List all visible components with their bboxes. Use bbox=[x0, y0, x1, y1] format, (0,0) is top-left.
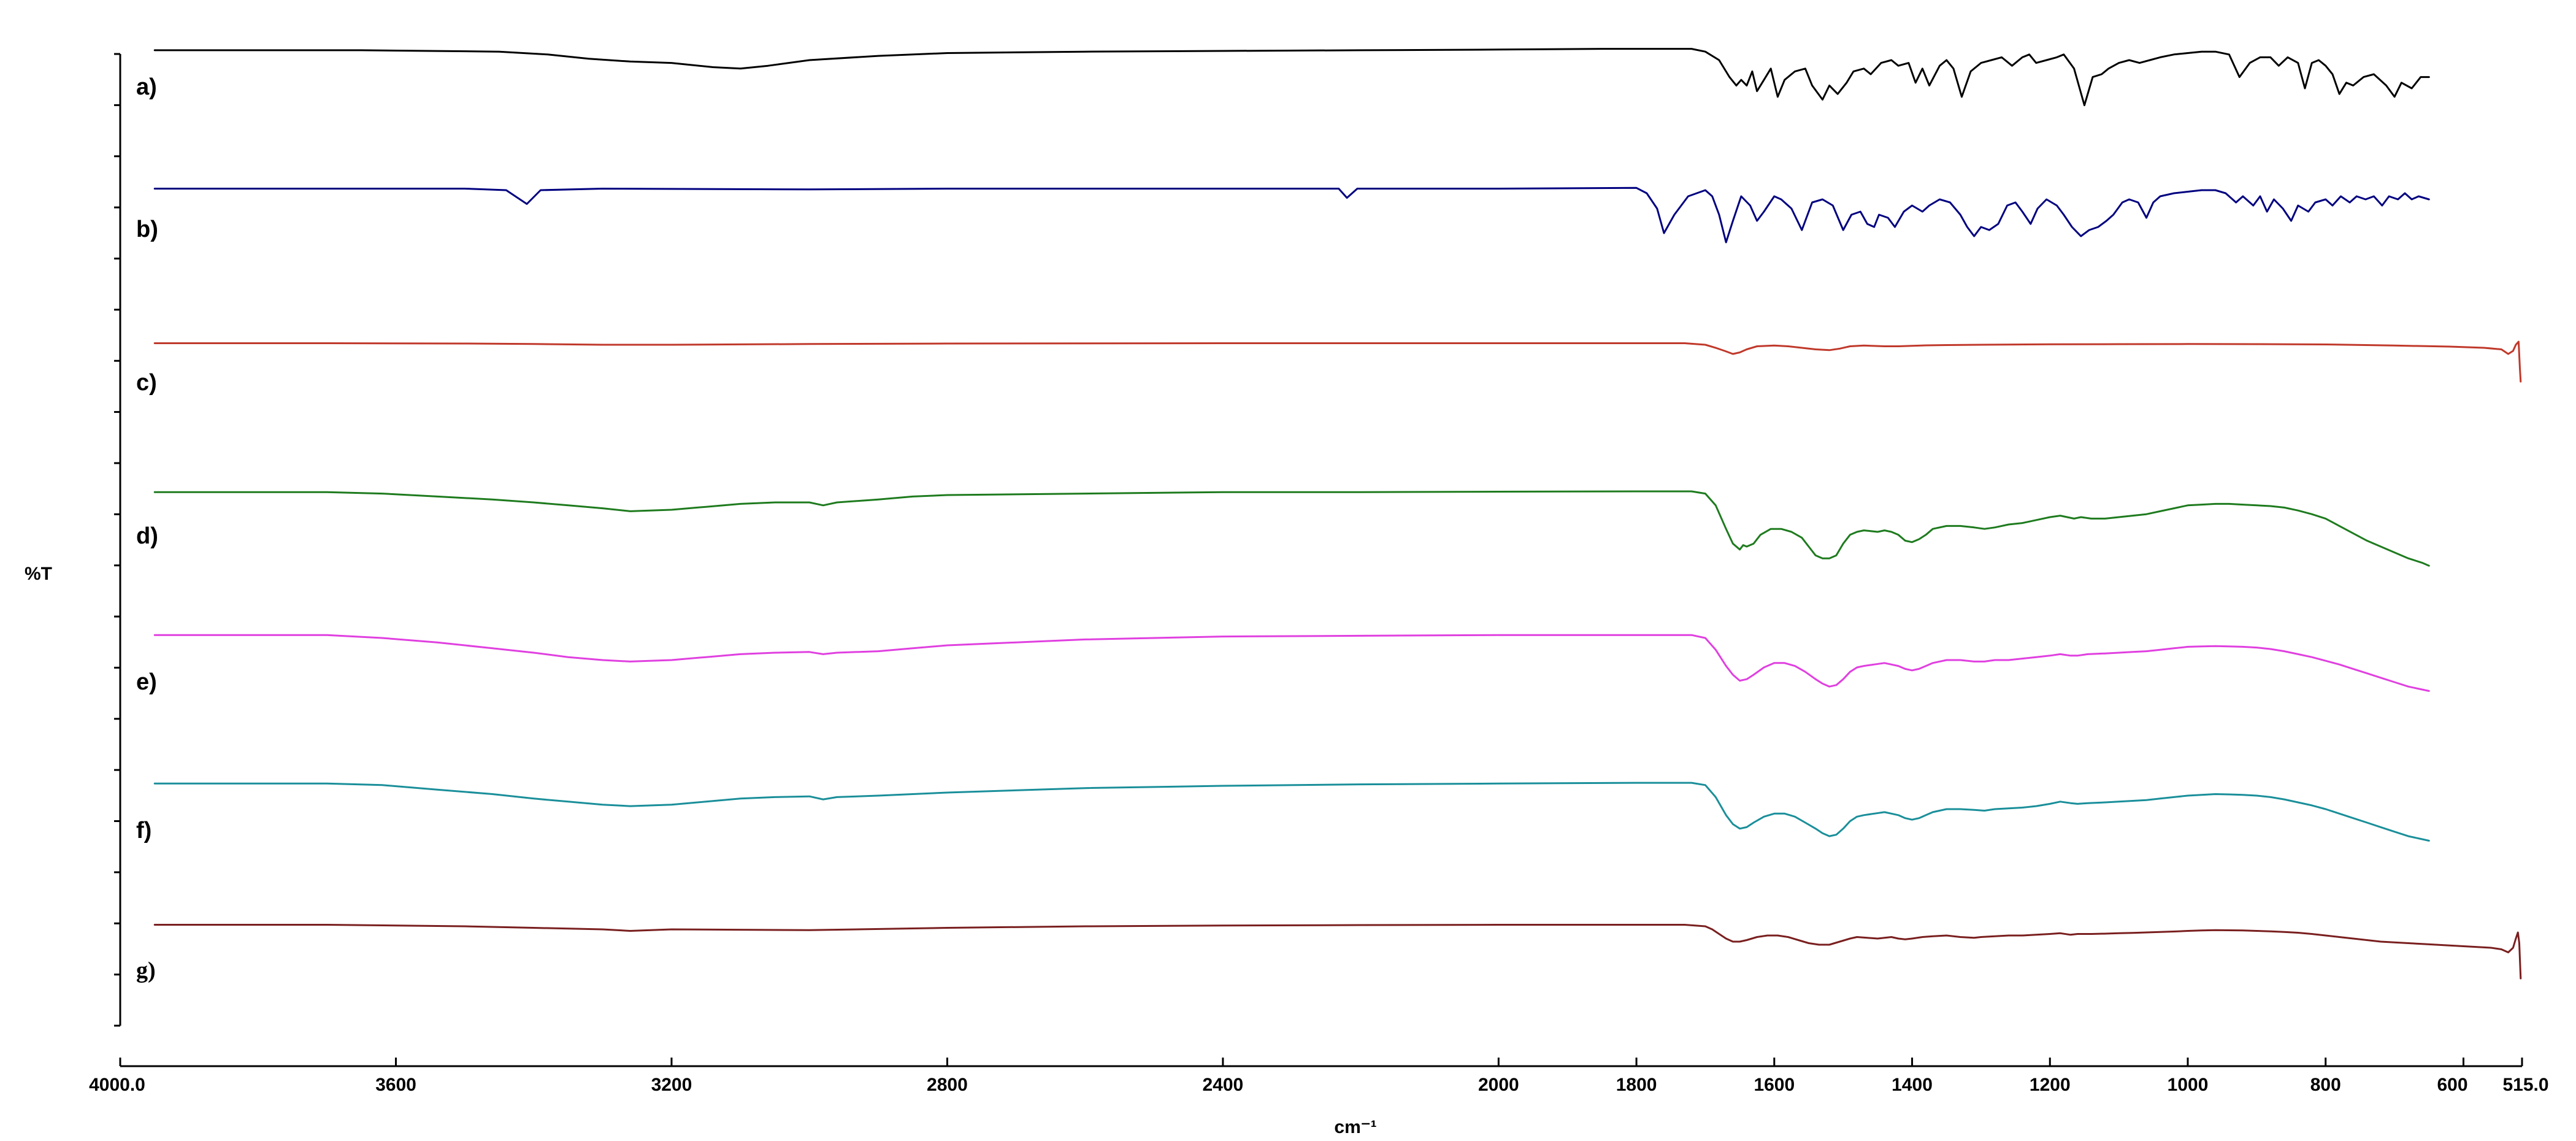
series-label-a: a) bbox=[136, 74, 157, 100]
y-axis bbox=[114, 53, 121, 1027]
x-tick-label: 800 bbox=[2310, 1075, 2341, 1095]
x-tick-label: 1200 bbox=[2030, 1075, 2071, 1095]
spectrum-line-d bbox=[153, 490, 2430, 567]
spectrum-line-b bbox=[153, 186, 2430, 244]
x-tick-label: 2000 bbox=[1478, 1075, 1519, 1095]
series-label-b: b) bbox=[136, 217, 158, 242]
spectrum-line-a bbox=[153, 48, 2430, 107]
x-tick-label: 1800 bbox=[1616, 1075, 1657, 1095]
y-axis-title: %T bbox=[25, 564, 52, 584]
series-label-e: e) bbox=[136, 669, 157, 695]
x-axis-title: cm⁻¹ bbox=[1334, 1117, 1376, 1137]
x-tick-label: 3200 bbox=[651, 1075, 692, 1095]
series-labels: a) b) c) d) e) f) g) bbox=[136, 74, 158, 983]
x-tick-label: 1000 bbox=[2168, 1075, 2209, 1095]
x-tick-label: 4000.0 bbox=[89, 1075, 145, 1095]
x-axis: 4000.0 3600 3200 2800 2400 2000 1800 1600 1400 12… bbox=[89, 1058, 2549, 1095]
series-label-c: c) bbox=[136, 370, 157, 396]
x-tick-label: 515.0 bbox=[2502, 1075, 2548, 1095]
x-tick-label: 2800 bbox=[927, 1075, 968, 1095]
x-tick-label: 2400 bbox=[1203, 1075, 1244, 1095]
x-tick-label: 1600 bbox=[1754, 1075, 1795, 1095]
spectrum-line-g bbox=[153, 924, 2522, 980]
spectra-series bbox=[153, 48, 2522, 980]
x-tick-label: 1400 bbox=[1892, 1075, 1933, 1095]
series-label-f: f) bbox=[136, 818, 151, 843]
spectrum-line-e bbox=[153, 634, 2430, 692]
x-tick-label: 600 bbox=[2437, 1075, 2467, 1095]
spectrum-line-c bbox=[153, 340, 2522, 383]
series-label-g: g) bbox=[136, 958, 156, 983]
x-tick-label: 3600 bbox=[375, 1075, 416, 1095]
spectrum-line-f bbox=[153, 782, 2430, 842]
series-label-d: d) bbox=[136, 523, 158, 549]
